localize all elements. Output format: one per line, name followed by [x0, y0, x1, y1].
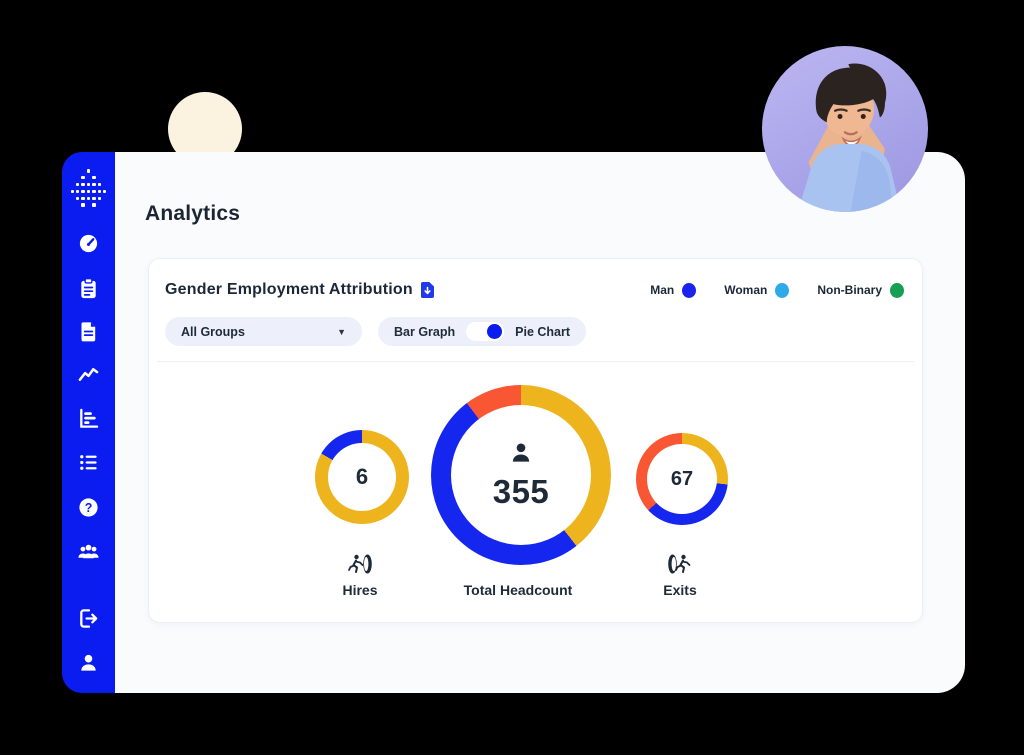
- sidebar-item-analytics[interactable]: [77, 363, 100, 386]
- exits-value: 67: [670, 467, 694, 490]
- legend-item-woman: Woman: [724, 282, 790, 298]
- sidebar-item-logout[interactable]: [77, 607, 100, 630]
- toggle-label-pie-chart[interactable]: Pie Chart: [515, 324, 571, 339]
- line-chart-icon: [77, 363, 100, 386]
- exits-label: Exits: [663, 582, 697, 598]
- sidebar-item-lists[interactable]: [77, 451, 100, 474]
- analytics-card: Gender Employment Attribution Man Woman: [148, 258, 923, 623]
- toggle-label-bar-graph[interactable]: Bar Graph: [394, 324, 456, 339]
- total-headcount-label: Total Headcount: [463, 582, 573, 598]
- users-icon: [77, 540, 100, 563]
- document-icon: [77, 320, 100, 343]
- legend: Man Woman Non-Binary: [650, 282, 904, 298]
- legend-dot-man: [682, 282, 697, 298]
- card-header: Gender Employment Attribution Man Woman: [149, 259, 922, 299]
- logout-icon: [77, 607, 100, 630]
- total-headcount-value: 355: [492, 472, 550, 510]
- legend-label: Non-Binary: [817, 283, 882, 297]
- app-logo dot-star-logo-icon[interactable]: [70, 168, 107, 208]
- card-divider: [157, 361, 914, 362]
- toggle-switch[interactable]: [466, 322, 505, 341]
- chevron-down-icon: ▼: [337, 326, 346, 337]
- chart-type-toggle: Bar Graph Pie Chart: [378, 317, 587, 346]
- group-select-dropdown[interactable]: All Groups ▼: [165, 317, 362, 346]
- chart-area: 6 355 67: [149, 362, 922, 617]
- hires-label: Hires: [342, 582, 378, 598]
- export-report-icon[interactable]: [420, 282, 434, 298]
- hires-value: 6: [355, 464, 369, 489]
- legend-dot-non-binary: [890, 282, 904, 298]
- clipboard-icon: [77, 277, 100, 300]
- page-title: Analytics: [145, 202, 241, 225]
- speedometer-icon: [77, 232, 100, 255]
- sidebar-item-documents[interactable]: [77, 320, 100, 343]
- user-icon: [77, 651, 100, 674]
- sidebar-item-team[interactable]: [77, 540, 100, 563]
- legend-dot-woman: [775, 282, 790, 298]
- svg-text:?: ?: [85, 501, 93, 515]
- sidebar-item-help[interactable]: ?: [77, 496, 100, 519]
- hire-runner-door-icon: [346, 553, 374, 577]
- legend-item-non-binary: Non-Binary: [817, 282, 904, 298]
- sidebar-item-profile[interactable]: [77, 651, 100, 674]
- bar-chart-icon: [77, 407, 100, 430]
- hires-donut-chart[interactable]: 6: [315, 430, 409, 524]
- card-controls: All Groups ▼ Bar Graph Pie Chart: [149, 299, 922, 346]
- person-icon: [508, 440, 534, 471]
- total-headcount-donut-chart[interactable]: 355: [431, 385, 611, 565]
- exit-runner-door-icon: [666, 553, 694, 577]
- legend-item-man: Man: [650, 282, 697, 298]
- exits-donut-chart[interactable]: 67: [636, 433, 728, 525]
- legend-label: Man: [650, 283, 675, 297]
- sidebar-item-reports[interactable]: [77, 407, 100, 430]
- sidebar-item-dashboard[interactable]: [77, 232, 100, 255]
- sidebar-item-tasks[interactable]: [77, 277, 100, 300]
- user-avatar[interactable]: [762, 46, 928, 212]
- card-title: Gender Employment Attribution: [165, 281, 413, 298]
- legend-label: Woman: [724, 283, 768, 297]
- toggle-knob: [487, 324, 503, 339]
- sidebar: ?: [62, 152, 115, 693]
- main-panel: Analytics Gender Employment Attribution …: [115, 152, 965, 693]
- group-select-value: All Groups: [181, 324, 245, 339]
- help-icon: ?: [77, 496, 100, 519]
- list-icon: [77, 451, 100, 474]
